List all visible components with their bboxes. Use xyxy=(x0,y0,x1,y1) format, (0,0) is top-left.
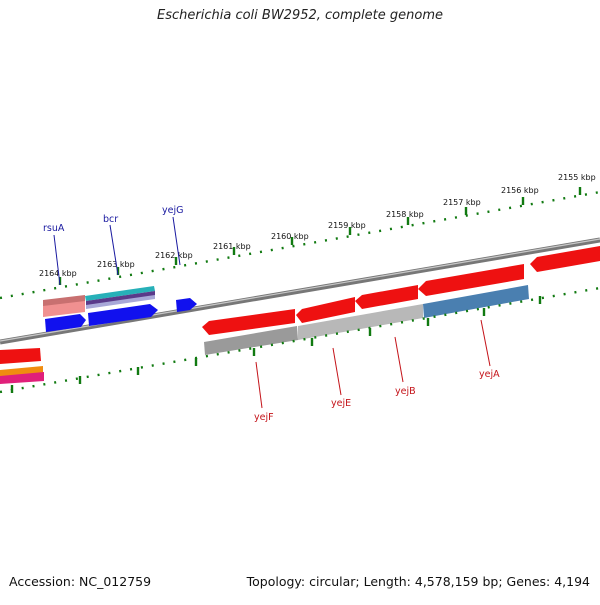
gene-yejF-gray[interactable] xyxy=(204,326,298,355)
gene-red-top-3[interactable] xyxy=(355,285,418,309)
kbp-label-2161: 2161 kbp xyxy=(213,242,251,251)
kbp-label-2162: 2162 kbp xyxy=(155,251,193,260)
gene-label-yejG[interactable]: yejG xyxy=(162,205,183,216)
gene-left-red[interactable] xyxy=(0,348,41,364)
gene-label-yejF[interactable]: yejF xyxy=(254,412,274,423)
kbp-label-2164: 2164 kbp xyxy=(39,269,77,278)
kbp-label-2159: 2159 kbp xyxy=(328,221,366,230)
inner-tick-ring xyxy=(0,286,600,394)
genome-summary-text: Topology: circular; Length: 4,578,159 bp… xyxy=(246,574,590,589)
gene-red-top-4[interactable] xyxy=(418,264,524,296)
gene-rsuA-lower[interactable] xyxy=(43,301,85,317)
gene-yejG[interactable] xyxy=(176,298,197,312)
kbp-label-2157: 2157 kbp xyxy=(443,198,481,207)
gene-red-top-5[interactable] xyxy=(530,246,600,272)
gene-label-rsuA[interactable]: rsuA xyxy=(43,223,65,234)
gene-red-top-1[interactable] xyxy=(202,309,295,335)
gene-label-bcr[interactable]: bcr xyxy=(103,214,118,225)
forward-gene-labels: rsuA bcr yejG xyxy=(43,205,183,286)
genome-backbone xyxy=(0,237,600,345)
gene-yejA-steelblue[interactable] xyxy=(423,285,529,318)
gene-bcr-track-teal[interactable] xyxy=(85,286,155,301)
map-title: Escherichia coli BW2952, complete genome xyxy=(157,8,443,23)
gene-label-yejB[interactable]: yejB xyxy=(395,386,416,397)
forward-genes xyxy=(43,286,197,332)
gene-bcr-track-lilac[interactable] xyxy=(86,295,155,309)
gene-left-magenta[interactable] xyxy=(0,372,44,384)
kbp-label-2160: 2160 kbp xyxy=(271,232,309,241)
reverse-genes xyxy=(0,246,600,384)
gene-blue-1[interactable] xyxy=(45,314,86,332)
gene-label-yejA[interactable]: yejA xyxy=(479,369,500,380)
gene-red-top-2[interactable] xyxy=(296,297,355,323)
gene-yejE-gray[interactable] xyxy=(298,304,423,340)
accession-text: Accession: NC_012759 xyxy=(9,574,152,589)
kbp-label-2156: 2156 kbp xyxy=(501,186,539,195)
gene-left-orange[interactable] xyxy=(0,366,43,377)
gene-blue-2[interactable] xyxy=(88,304,158,326)
reverse-gene-labels: yejF yejE yejB yejA xyxy=(254,319,500,423)
kbp-label-2158: 2158 kbp xyxy=(386,210,424,219)
outer-tick-ring xyxy=(0,187,600,300)
gene-label-yejE[interactable]: yejE xyxy=(331,398,351,409)
kbp-labels: 2155 kbp 2156 kbp 2157 kbp 2158 kbp 2159… xyxy=(39,173,596,278)
kbp-label-2155: 2155 kbp xyxy=(558,173,596,182)
